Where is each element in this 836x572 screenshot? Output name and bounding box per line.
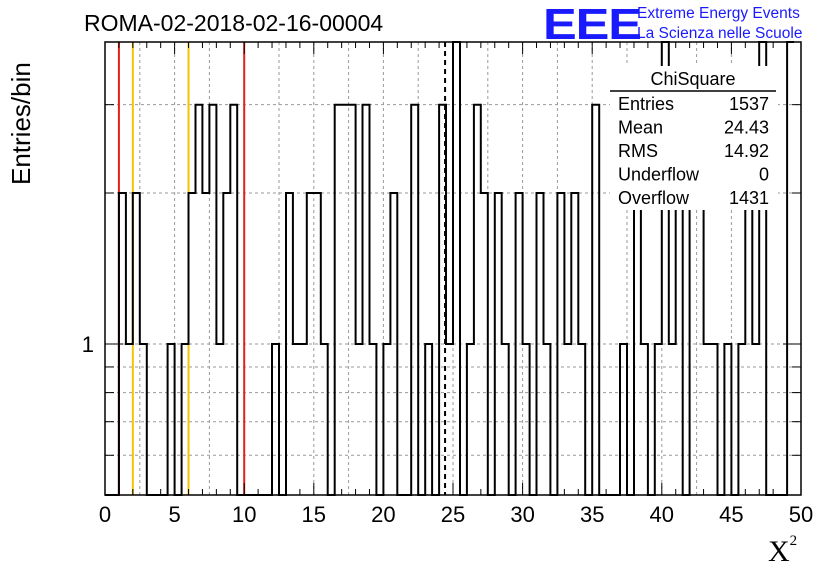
- chart-title: ROMA-02-2018-02-16-00004: [84, 10, 384, 36]
- x-tick-label: 15: [302, 502, 326, 527]
- y-tick-label: 1: [82, 332, 94, 357]
- stats-row-value: 0: [759, 165, 769, 185]
- x-tick-label: 5: [168, 502, 180, 527]
- eee-logo: EEE: [543, 0, 642, 49]
- stats-row-label: Underflow: [618, 165, 700, 185]
- stats-row-value: 14.92: [724, 141, 769, 161]
- x-tick-label: 35: [580, 502, 604, 527]
- stats-row-value: 1537: [729, 94, 769, 114]
- x-axis-label: X2: [768, 533, 798, 569]
- x-tick-label: 30: [510, 502, 534, 527]
- x-axis-label-sup: 2: [789, 533, 798, 549]
- x-tick-label: 40: [650, 502, 674, 527]
- stats-row-value: 1431: [729, 188, 769, 208]
- stats-row-label: Entries: [618, 94, 674, 114]
- histogram-series: [105, 41, 794, 496]
- x-tick-label: 0: [99, 502, 111, 527]
- stats-box-bg: [610, 66, 778, 210]
- logo-caption-line2: La Scienza nelle Scuole: [637, 25, 803, 42]
- axes: 0 5 10 15 20 25 30 35 40 45 50 1: [82, 41, 813, 527]
- x-tick-label: 10: [232, 502, 256, 527]
- x-tick-label: 50: [789, 502, 813, 527]
- x-tick-label: 20: [371, 502, 395, 527]
- stats-box: ChiSquare Entries 1537 Mean 24.43 RMS 14.92 Und…: [610, 66, 778, 210]
- x-tick-label: 45: [719, 502, 743, 527]
- x-tick-label: 25: [441, 502, 465, 527]
- stats-row-label: Mean: [618, 118, 663, 138]
- stats-box-title: ChiSquare: [650, 69, 735, 89]
- stats-row-label: Overflow: [618, 188, 690, 208]
- logo-caption: Extreme Energy Events La Scienza nelle S…: [637, 4, 802, 44]
- stats-row-label: RMS: [618, 141, 658, 161]
- x-axis-label-main: X: [768, 535, 790, 568]
- stats-row-value: 24.43: [724, 118, 769, 138]
- histogram-outline: [105, 41, 794, 496]
- logo-caption-line1: Extreme Energy Events: [637, 5, 800, 22]
- y-axis-label: Entries/bin: [6, 62, 36, 185]
